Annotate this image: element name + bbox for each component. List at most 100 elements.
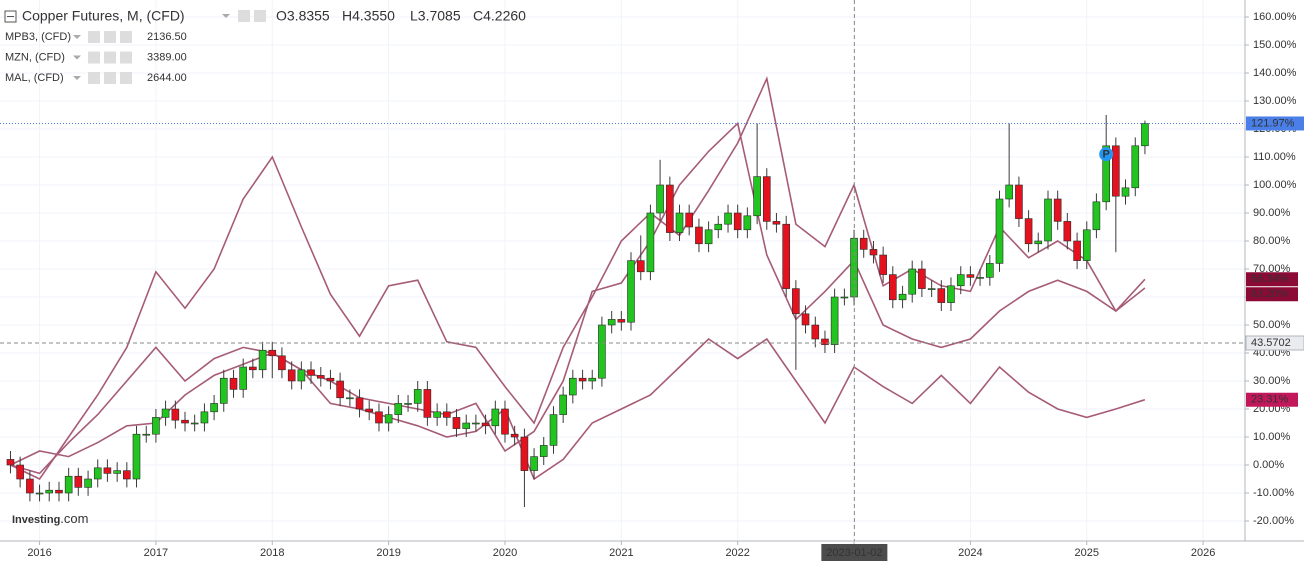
candle-body <box>181 419 189 424</box>
last-price-label: 121.97% <box>1251 117 1295 129</box>
candle-body <box>268 349 277 357</box>
candle-body <box>1112 145 1120 197</box>
settings-icon[interactable] <box>120 51 132 64</box>
candle-body <box>966 274 975 278</box>
candle-body <box>1015 184 1023 219</box>
dropdown-icon[interactable] <box>222 14 230 18</box>
x-tick-label: 2016 <box>27 547 51 559</box>
candle-body <box>501 408 509 435</box>
x-tick-label: 2024 <box>958 547 982 559</box>
candle-body <box>316 375 325 379</box>
candle-body <box>132 433 141 480</box>
candle-body <box>666 184 674 233</box>
settings-icon[interactable] <box>104 51 116 64</box>
candle-body <box>695 226 703 245</box>
candle-body <box>1073 240 1081 261</box>
candle-body <box>1005 184 1013 200</box>
dropdown-icon[interactable] <box>73 55 81 60</box>
candle-body <box>55 489 63 494</box>
x-tick-label: 2025 <box>1075 547 1099 559</box>
candle-body <box>549 414 558 446</box>
candle-body <box>103 467 112 474</box>
series-label-bg <box>1246 287 1298 302</box>
settings-icon[interactable] <box>104 31 116 43</box>
settings-icon[interactable] <box>88 51 100 64</box>
crosshair-x-label-bg <box>821 544 888 561</box>
x-tick-label: 2022 <box>725 547 749 559</box>
candle-body <box>1141 123 1149 147</box>
legend: MPB3, (CFD) 2136.50 MZN, (CFD) 3389.00 MAL, … <box>5 31 187 84</box>
x-tick-label: 2017 <box>144 547 168 559</box>
candle-body <box>200 411 209 424</box>
candle-body <box>287 369 296 382</box>
candle-body <box>976 277 984 279</box>
settings-icon[interactable] <box>120 72 132 84</box>
legend-name: MPB3, (CFD) <box>5 31 71 43</box>
candle-body <box>530 456 538 471</box>
candle-body <box>210 403 218 413</box>
candle-body <box>733 212 742 231</box>
candle-body <box>1121 187 1130 197</box>
candle-body <box>346 397 354 400</box>
watermark-suffix: .com <box>60 511 88 526</box>
candle-body <box>821 338 829 345</box>
candle-body <box>1024 218 1033 245</box>
crosshair-y-label-bg <box>1245 335 1304 351</box>
settings-icon[interactable] <box>88 31 100 43</box>
candle-body <box>1082 229 1091 261</box>
series-label-bg <box>1246 272 1298 287</box>
x-tick-label: 2026 <box>1191 547 1215 559</box>
candle-body <box>714 223 723 231</box>
candle-body <box>278 355 286 371</box>
candle-body <box>239 366 247 390</box>
settings-icon[interactable] <box>104 72 116 84</box>
settings-icon[interactable] <box>88 72 100 84</box>
candle-body <box>64 475 73 494</box>
candle-body <box>355 397 364 410</box>
y-tick-label: 90.00% <box>1253 207 1291 219</box>
settings-icon[interactable] <box>238 10 250 22</box>
candle-body <box>297 369 306 382</box>
candle-body <box>1092 201 1101 231</box>
settings-icon[interactable] <box>120 31 132 43</box>
dropdown-icon[interactable] <box>73 35 81 39</box>
collapse-icon[interactable] <box>4 10 17 23</box>
candle-body <box>16 464 24 480</box>
candle-body <box>607 319 616 326</box>
annotation-marker[interactable] <box>1099 147 1114 162</box>
candle-body <box>995 198 1004 264</box>
ohlc-low: L3.7085 <box>410 8 461 24</box>
y-tick-label: 70.00% <box>1253 263 1291 275</box>
watermark: Investing.com <box>12 511 88 526</box>
candle-body <box>636 260 645 273</box>
legend-price: 3389.00 <box>147 51 187 63</box>
candle-body <box>908 268 917 295</box>
y-tick-label: 50.00% <box>1253 319 1291 331</box>
dropdown-icon[interactable] <box>73 76 81 80</box>
candle-body <box>704 229 713 245</box>
candle-body <box>375 411 383 424</box>
x-tick-label: 2018 <box>260 547 284 559</box>
y-tick-label: 0.00% <box>1253 459 1284 471</box>
legend-price: 2644.00 <box>147 72 187 84</box>
candle-body <box>927 288 936 290</box>
settings-icon[interactable] <box>254 10 266 22</box>
ohlc-open: O3.8355 <box>276 8 330 24</box>
candle-body <box>1053 198 1062 222</box>
candle-body <box>801 313 810 326</box>
crosshair-y-label: 43.5702 <box>1251 337 1291 349</box>
candle-body <box>956 274 965 287</box>
series-label: 23.31% <box>1251 394 1289 406</box>
candle-body <box>830 296 839 345</box>
candle-body <box>947 285 955 303</box>
candle-body <box>365 408 373 413</box>
candle-body <box>753 176 761 217</box>
y-tick-label: 80.00% <box>1253 235 1291 247</box>
comparison-line <box>10 337 1146 481</box>
candle-body <box>93 467 102 480</box>
candle-body <box>45 489 54 494</box>
candle-body <box>152 417 160 435</box>
candle-body <box>249 366 257 371</box>
candle-layer <box>6 114 1149 508</box>
